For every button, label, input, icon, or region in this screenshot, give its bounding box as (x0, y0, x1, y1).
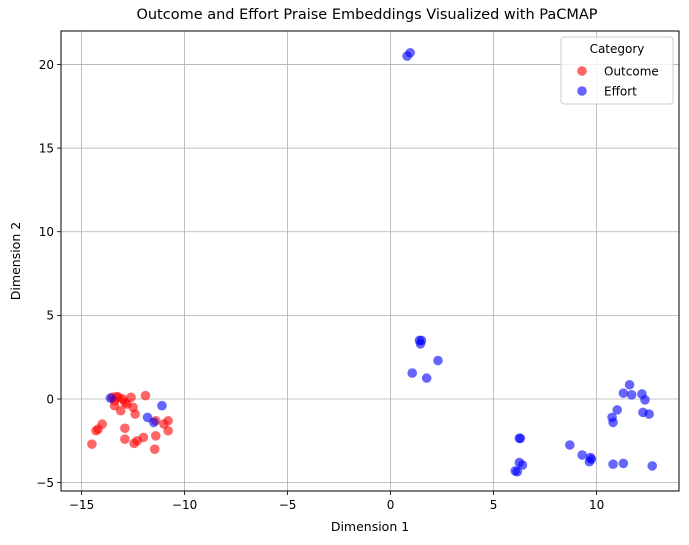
point-effort (640, 395, 650, 405)
point-effort (407, 368, 418, 378)
point-outcome (130, 409, 140, 419)
chart-title: Outcome and Effort Praise Embeddings Vis… (136, 7, 597, 23)
point-outcome (115, 405, 126, 416)
data-points (87, 47, 658, 477)
point-effort (618, 458, 629, 469)
point-effort (584, 456, 595, 467)
point-outcome (163, 415, 173, 426)
x-tick-label: 5 (490, 498, 498, 512)
x-tick-label: 0 (387, 498, 395, 512)
legend-label-effort: Effort (604, 85, 637, 99)
point-outcome (87, 439, 97, 449)
point-effort (148, 417, 159, 428)
point-effort (157, 400, 167, 411)
y-tick-label: 5 (46, 309, 54, 323)
point-effort (618, 388, 629, 398)
x-axis-label: Dimension 1 (331, 519, 409, 534)
y-tick-label: 0 (46, 392, 54, 406)
point-effort (626, 390, 637, 400)
legend-title: Category (590, 42, 645, 56)
point-effort (577, 450, 587, 460)
legend-box (560, 36, 674, 105)
y-tick-label: 15 (39, 141, 54, 155)
point-effort (512, 466, 523, 477)
point-outcome (91, 425, 101, 436)
point-effort (624, 379, 635, 390)
point-effort (405, 47, 415, 58)
legend-label-outcome: Outcome (604, 65, 659, 79)
series-effort (105, 47, 658, 477)
y-tick-label: −5 (36, 476, 54, 490)
point-outcome (140, 390, 151, 401)
grid-lines (61, 31, 679, 491)
axis-ticks: −15 −10 −5 0 5 10 −5 0 5 10 15 20 (36, 58, 604, 512)
point-effort (421, 373, 432, 383)
point-effort (515, 433, 526, 444)
point-outcome (150, 431, 161, 441)
point-outcome (163, 425, 173, 436)
x-tick-label: −15 (69, 498, 94, 512)
legend-marker-effort (577, 86, 587, 96)
point-effort (517, 460, 528, 470)
y-tick-label: 20 (39, 58, 54, 72)
legend-marker-outcome (577, 66, 587, 76)
point-effort (612, 405, 622, 415)
point-outcome (149, 444, 160, 454)
point-effort (644, 409, 654, 419)
point-effort (608, 417, 618, 428)
point-outcome (120, 434, 130, 444)
x-tick-label: −5 (279, 498, 297, 512)
y-axis-label: Dimension 2 (8, 222, 23, 300)
plot-frame (60, 30, 680, 492)
point-outcome (120, 423, 130, 434)
legend: Category Outcome Effort (560, 36, 674, 105)
point-effort (647, 461, 658, 471)
y-tick-label: 10 (39, 225, 54, 239)
point-effort (415, 339, 426, 349)
point-effort (608, 459, 618, 470)
point-outcome (129, 438, 139, 449)
point-effort (433, 355, 443, 366)
point-effort (105, 393, 116, 403)
x-tick-label: 10 (589, 498, 604, 512)
x-tick-label: −10 (172, 498, 197, 512)
point-effort (565, 440, 575, 450)
